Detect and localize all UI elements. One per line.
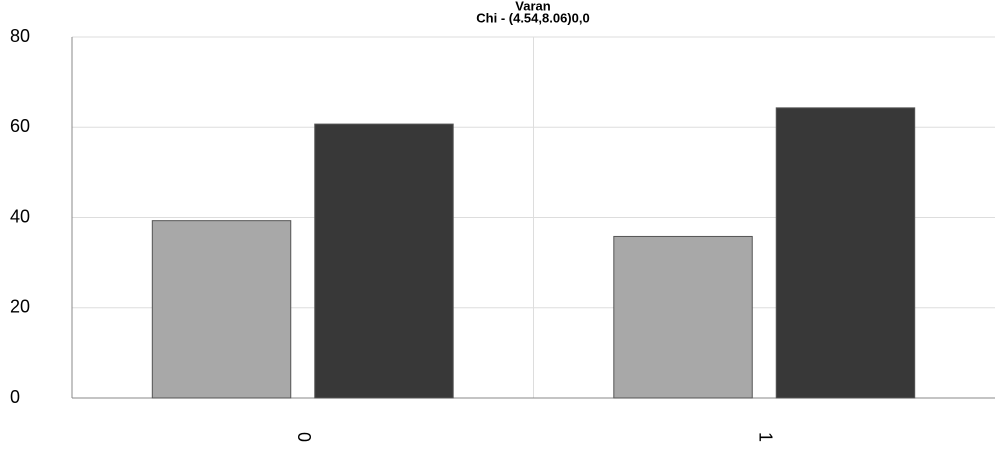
bar — [775, 107, 916, 399]
chart-subtitle: Chi - (4.54,8.06)0,0 — [476, 10, 589, 25]
y-tick-label: 40 — [10, 206, 30, 226]
chart-title: Varan — [515, 0, 550, 13]
y-tick-label: 60 — [10, 116, 30, 136]
bar — [314, 123, 454, 399]
y-tick-label: 0 — [10, 387, 20, 407]
bar — [613, 235, 753, 399]
bar — [151, 220, 292, 399]
y-tick-label: 20 — [10, 297, 30, 317]
x-tick-label: 1 — [756, 432, 776, 442]
y-tick-label: 80 — [10, 26, 30, 46]
x-tick-label: 0 — [294, 432, 314, 442]
